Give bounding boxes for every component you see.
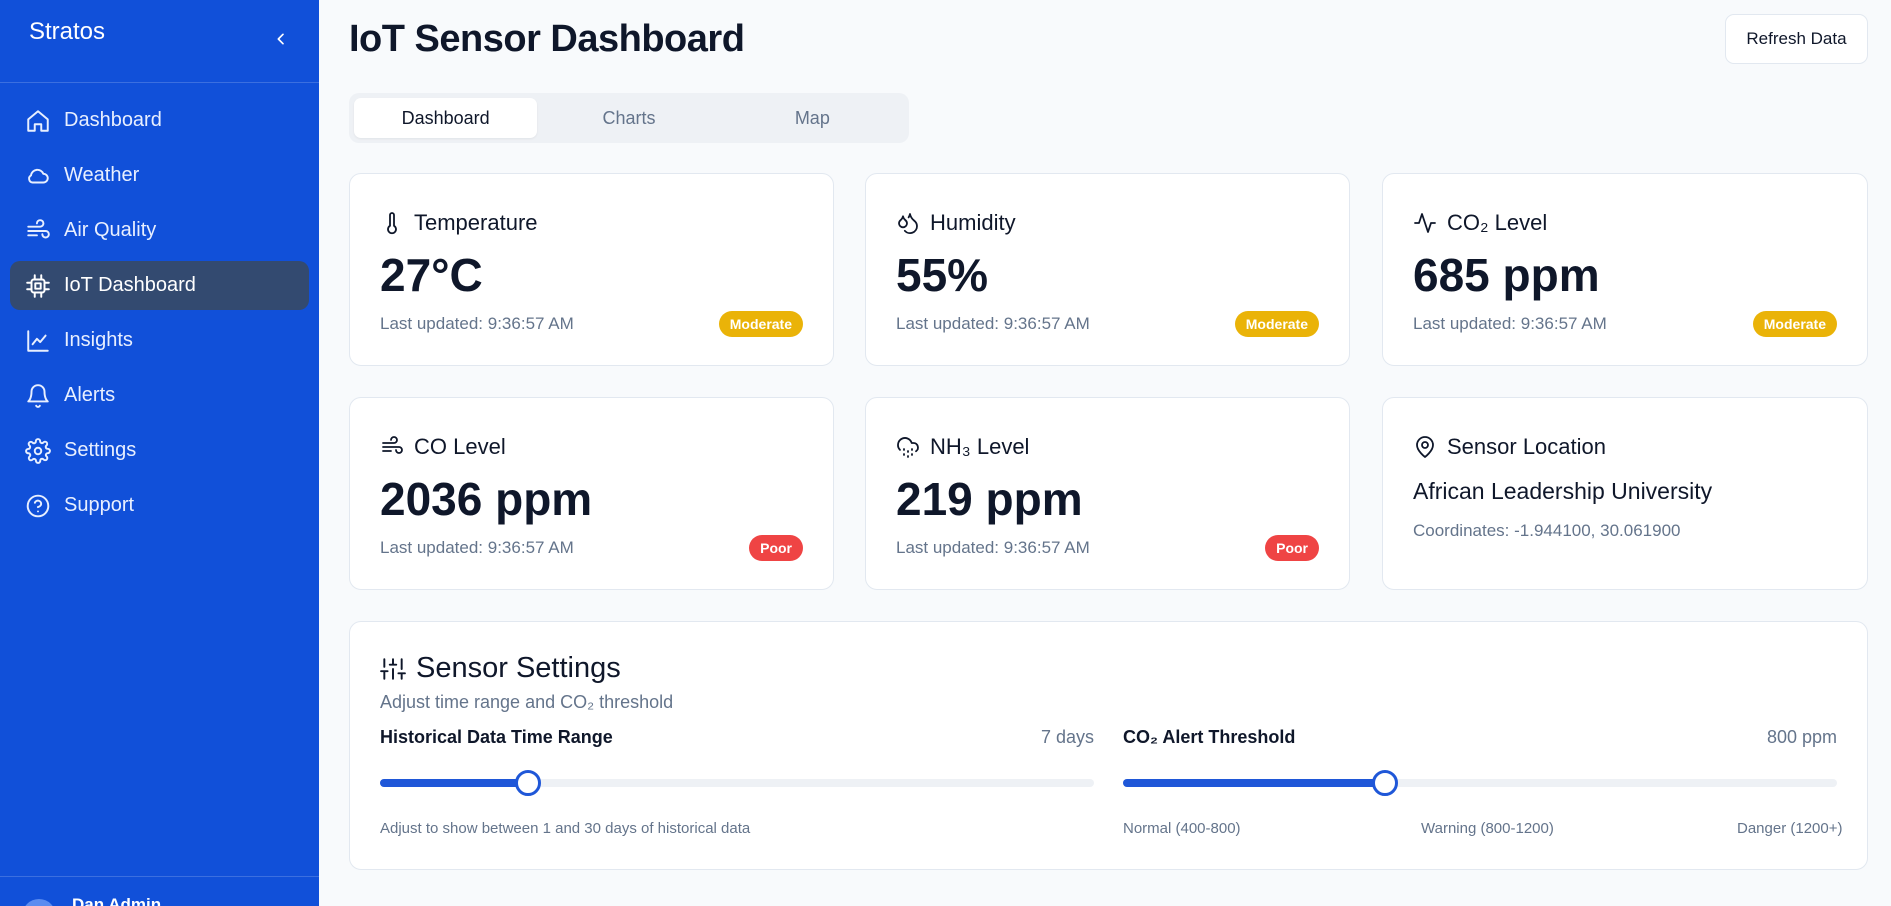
location-coordinates: Coordinates: -1.944100, 30.061900 xyxy=(1413,521,1681,540)
status-badge: Poor xyxy=(1265,535,1319,561)
cloud-drizzle-icon xyxy=(897,437,919,458)
sidebar-item-label: Support xyxy=(64,494,135,516)
sidebar-item-label: Settings xyxy=(64,439,137,461)
time-range-slider[interactable] xyxy=(380,770,1094,796)
cloud-icon xyxy=(28,168,49,183)
refresh-data-button[interactable]: Refresh Data xyxy=(1725,14,1868,64)
sidebar-item-label: Insights xyxy=(64,329,133,351)
humidity-value: 55% xyxy=(896,249,989,301)
home-icon xyxy=(27,109,49,132)
co2-card: CO₂ Level 685 ppm Last updated: 9:36:57 … xyxy=(1382,173,1868,366)
last-updated: Last updated: 9:36:57 AM xyxy=(1413,314,1607,333)
last-updated: Last updated: 9:36:57 AM xyxy=(896,538,1090,557)
card-title: Temperature xyxy=(414,210,538,235)
threshold-value: 800 ppm xyxy=(1766,727,1837,747)
bell-icon xyxy=(27,383,49,408)
map-pin-icon xyxy=(1416,436,1434,458)
sidebar-item-iot-dashboard[interactable]: IoT Dashboard xyxy=(10,261,309,310)
nh3-value: 219 ppm xyxy=(896,473,1083,525)
sidebar-nav: Dashboard Weather Air Quality IoT Dashbo… xyxy=(0,83,319,530)
time-range-value: 7 days xyxy=(1040,727,1094,747)
card-title: Humidity xyxy=(930,210,1016,235)
co-value: 2036 ppm xyxy=(380,473,593,525)
sidebar-footer[interactable]: Dan Admin xyxy=(0,876,319,906)
co2-threshold-slider[interactable] xyxy=(1123,770,1837,796)
card-title: CO₂ Level xyxy=(1447,210,1548,235)
avatar xyxy=(22,899,56,906)
range-warning-label: Warning (800-1200) xyxy=(1421,820,1554,837)
cpu-icon xyxy=(26,273,50,298)
card-title: Sensor Location xyxy=(1447,434,1606,459)
card-title: CO Level xyxy=(414,434,506,459)
card-header: Temperature xyxy=(380,210,538,236)
range-danger-label: Danger (1200+) xyxy=(1737,820,1843,837)
sidebar-item-label: Weather xyxy=(64,164,140,186)
view-tabs: Dashboard Charts Map xyxy=(349,93,909,143)
nh3-card: NH₃ Level 219 ppm Last updated: 9:36:57 … xyxy=(865,397,1350,590)
sidebar-item-air-quality[interactable]: Air Quality xyxy=(10,206,309,255)
sidebar-item-settings[interactable]: Settings xyxy=(10,426,309,475)
humidity-card: Humidity 55% Last updated: 9:36:57 AM Mo… xyxy=(865,173,1350,366)
sidebar-item-label: Dashboard xyxy=(64,109,162,131)
sidebar-item-alerts[interactable]: Alerts xyxy=(10,371,309,420)
time-range-help: Adjust to show between 1 and 30 days of … xyxy=(380,820,751,837)
wind-icon xyxy=(27,218,50,238)
collapse-sidebar-button[interactable] xyxy=(268,26,294,52)
sidebar-item-label: Air Quality xyxy=(64,219,157,241)
settings-title: Sensor Settings xyxy=(416,652,621,684)
chevron-left-icon xyxy=(277,33,284,45)
page-title: IoT Sensor Dashboard xyxy=(349,18,745,60)
last-updated: Last updated: 9:36:57 AM xyxy=(896,314,1090,333)
location-name: African Leadership University xyxy=(1413,478,1713,504)
brand-name: Stratos xyxy=(29,18,106,45)
tab-charts[interactable]: Charts xyxy=(602,107,656,128)
settings-header: Sensor Settings xyxy=(380,652,621,685)
card-header: CO Level xyxy=(380,434,506,460)
sliders-icon xyxy=(380,657,406,680)
time-range-label: Historical Data Time Range xyxy=(380,727,613,747)
status-badge: Moderate xyxy=(1752,311,1837,337)
card-title: NH₃ Level xyxy=(930,434,1030,459)
sidebar-header: Stratos xyxy=(0,0,319,83)
activity-icon xyxy=(1414,213,1436,233)
last-updated: Last updated: 9:36:57 AM xyxy=(380,538,574,557)
range-normal-label: Normal (400-800) xyxy=(1123,820,1241,837)
gear-icon xyxy=(25,437,51,464)
droplets-icon xyxy=(898,213,918,234)
card-header: CO₂ Level xyxy=(1413,210,1547,236)
slider-fill xyxy=(1123,779,1386,787)
sidebar-item-label: Alerts xyxy=(64,384,116,406)
sidebar-item-insights[interactable]: Insights xyxy=(10,316,309,365)
sidebar-item-dashboard[interactable]: Dashboard xyxy=(10,96,309,145)
status-badge: Moderate xyxy=(718,311,803,337)
sensor-location-card: Sensor Location African Leadership Unive… xyxy=(1382,397,1868,590)
status-badge: Poor xyxy=(749,535,803,561)
threshold-label: CO₂ Alert Threshold xyxy=(1123,727,1296,747)
sensor-settings-card: Sensor Settings Adjust time range and CO… xyxy=(349,621,1868,870)
settings-subtitle: Adjust time range and CO₂ threshold xyxy=(380,692,674,712)
co2-value: 685 ppm xyxy=(1413,249,1600,301)
card-header: NH₃ Level xyxy=(896,434,1029,460)
last-updated: Last updated: 9:36:57 AM xyxy=(380,314,574,333)
wind-icon xyxy=(382,436,403,454)
user-name: Dan Admin xyxy=(72,895,162,906)
chart-line-icon xyxy=(27,329,49,352)
slider-thumb[interactable] xyxy=(1372,770,1399,796)
sidebar-item-weather[interactable]: Weather xyxy=(10,151,309,200)
tab-dashboard[interactable]: Dashboard xyxy=(354,98,538,138)
sidebar-item-support[interactable]: Support xyxy=(10,481,309,530)
card-header: Humidity xyxy=(896,210,1016,236)
thermometer-icon xyxy=(387,212,397,235)
card-header: Sensor Location xyxy=(1413,434,1606,460)
slider-fill xyxy=(380,779,528,787)
sidebar-item-label: IoT Dashboard xyxy=(64,274,196,296)
sidebar: Stratos Dashboard Weather Air Quality Io… xyxy=(0,0,319,906)
temperature-card: Temperature 27°C Last updated: 9:36:57 A… xyxy=(349,173,834,366)
co-card: CO Level 2036 ppm Last updated: 9:36:57 … xyxy=(349,397,834,590)
tab-map[interactable]: Map xyxy=(794,107,830,128)
status-badge: Moderate xyxy=(1234,311,1319,337)
temperature-value: 27°C xyxy=(380,249,483,301)
help-circle-icon xyxy=(26,494,50,517)
slider-thumb[interactable] xyxy=(514,770,541,796)
